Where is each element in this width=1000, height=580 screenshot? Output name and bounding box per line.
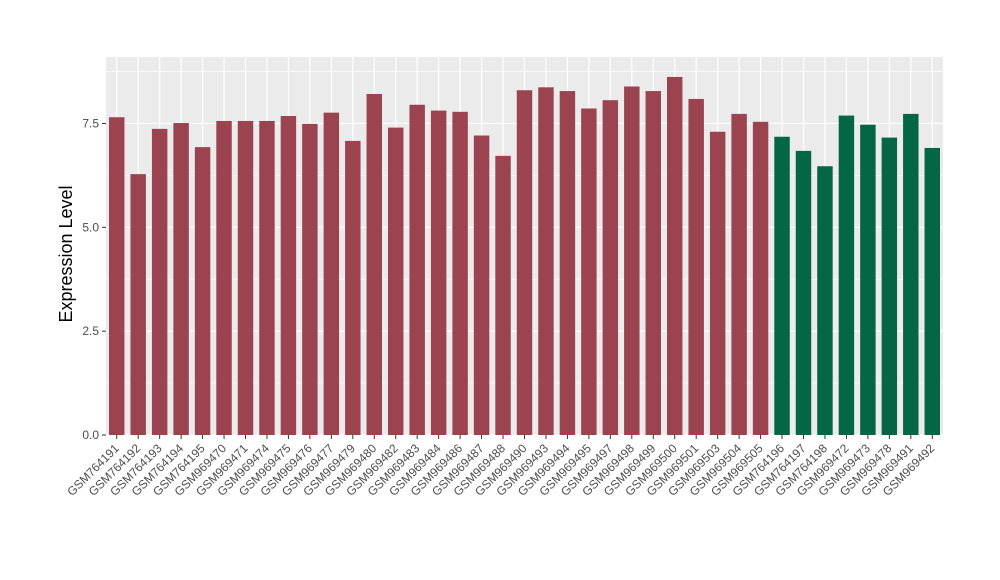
bar-GSM969473	[860, 124, 876, 435]
bar-GSM969470	[216, 120, 232, 435]
bar-GSM969495	[581, 108, 597, 435]
x-axis: GSM764191GSM764192GSM764193GSM764194GSM7…	[64, 435, 938, 499]
bar-GSM764194	[173, 123, 189, 436]
bar-GSM969479	[345, 140, 361, 435]
bar-GSM969483	[409, 104, 425, 436]
y-tick-label: 2.5	[82, 324, 99, 338]
bar-GSM764195	[194, 147, 211, 435]
bar-GSM969499	[645, 91, 661, 436]
bar-GSM969480	[366, 93, 382, 435]
bar-GSM764196	[774, 136, 790, 435]
bar-GSM969497	[602, 100, 619, 435]
bar-GSM969487	[473, 135, 490, 435]
y-tick-label: 0.0	[82, 428, 99, 442]
bar-GSM969486	[452, 111, 468, 435]
bar-GSM969490	[516, 90, 533, 435]
y-tick-label: 5.0	[82, 220, 99, 234]
bar-GSM969488	[495, 155, 511, 435]
bar-GSM969505	[752, 121, 769, 436]
bar-GSM969476	[302, 123, 318, 435]
y-axis: 0.0 2.5 5.0 7.5	[82, 116, 106, 442]
bar-GSM969478	[881, 137, 898, 436]
bar-GSM969492	[924, 147, 940, 435]
y-axis-title: Expression Level	[56, 185, 76, 322]
bar-GSM764192	[130, 174, 146, 435]
bar-GSM764198	[817, 166, 833, 435]
bar-GSM969504	[731, 113, 747, 436]
y-tick-label: 7.5	[82, 116, 99, 130]
bar-GSM969494	[559, 91, 576, 436]
bar-GSM969471	[237, 120, 254, 435]
bar-GSM969503	[709, 131, 726, 435]
bar-GSM969482	[388, 127, 404, 435]
bar-GSM969472	[838, 115, 855, 436]
bar-GSM969498	[624, 86, 640, 435]
bar-GSM764197	[795, 150, 812, 435]
bar-GSM764193	[151, 128, 168, 435]
bar-GSM969484	[430, 110, 447, 435]
bar-GSM969500	[667, 76, 683, 435]
bar-GSM764191	[109, 117, 125, 435]
bar-GSM969491	[903, 113, 919, 436]
bar-GSM969501	[688, 98, 704, 435]
bars	[109, 76, 940, 436]
bar-GSM969475	[280, 115, 297, 435]
bar-GSM969493	[538, 87, 554, 436]
bar-GSM969477	[323, 112, 340, 436]
bar-GSM969474	[259, 120, 275, 435]
